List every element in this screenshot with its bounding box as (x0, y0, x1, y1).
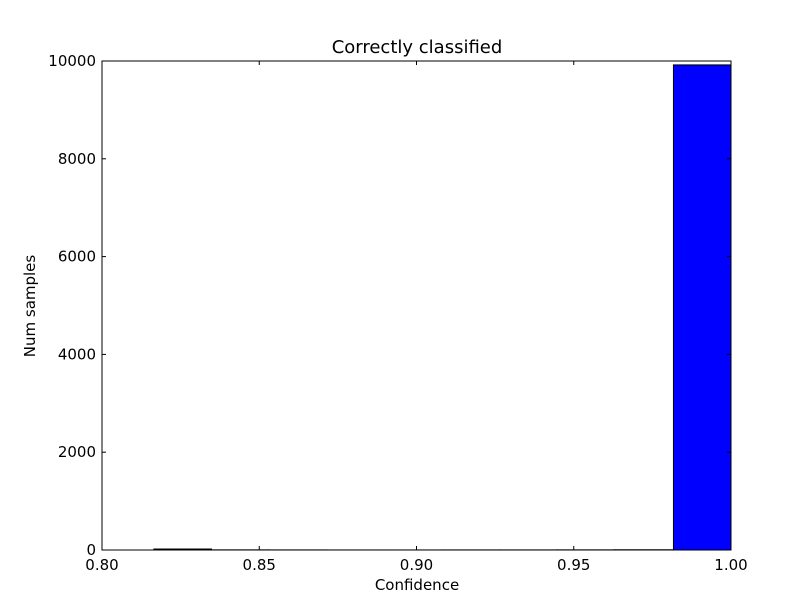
y-tick-label: 2000 (58, 443, 96, 461)
y-tick-label: 10000 (48, 52, 96, 70)
y-axis-label: Num samples (21, 255, 39, 358)
x-tick-label: 0.85 (243, 556, 276, 574)
tick-labels-layer: 0.80 0.85 0.90 0.95 1.00 0 2000 4000 6000 8000 100… (48, 52, 747, 574)
y-tick-label: 4000 (58, 345, 96, 363)
x-tick-label: 0.90 (400, 556, 433, 574)
y-tick-label: 0 (86, 541, 96, 559)
x-axis-label: Confidence (375, 576, 459, 594)
x-tick-label: 1.00 (714, 556, 747, 574)
x-tick-label: 0.95 (557, 556, 590, 574)
plot-area-frame (101, 60, 732, 551)
histogram-bar (672, 64, 732, 551)
y-tick-label: 8000 (58, 150, 96, 168)
chart-title: Correctly classified (332, 37, 503, 58)
y-tick-label: 6000 (58, 248, 96, 266)
x-tick-label: 0.80 (85, 556, 118, 574)
